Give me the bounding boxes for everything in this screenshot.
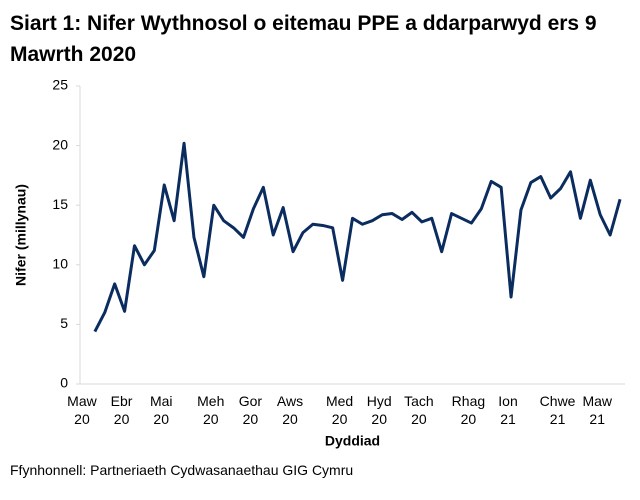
- x-tick-label: Gor 20: [238, 393, 263, 427]
- x-tick-label: Tach 20: [404, 393, 434, 427]
- x-tick-label: Chwe 21: [539, 393, 576, 427]
- x-tick-label: Ion 21: [498, 393, 518, 427]
- source-note: Ffynhonnell: Partneriaeth Cydwasanaethau…: [10, 462, 354, 478]
- x-tick-label: Ebr 20: [110, 393, 133, 427]
- y-tick-label: 5: [60, 315, 68, 331]
- x-tick-label: Maw 21: [582, 393, 612, 427]
- y-tick-label: 20: [52, 136, 68, 152]
- x-tick-label: Maw 20: [67, 393, 97, 427]
- x-tick-label: Aws 20: [276, 393, 304, 427]
- x-tick-label: Med 20: [325, 393, 354, 427]
- x-tick-label: Hyd 20: [366, 393, 392, 427]
- data-line: [93, 141, 622, 333]
- x-axis-title: Dyddiad: [325, 433, 380, 449]
- y-axis-title: Nifer (millynau): [13, 184, 29, 286]
- x-tick-label: Meh 20: [197, 393, 225, 427]
- y-tick-label: 0: [60, 375, 68, 391]
- y-tick-label: 10: [52, 256, 68, 272]
- x-tick-label: Rhag 20: [451, 393, 486, 427]
- y-tick-label: 25: [52, 77, 68, 93]
- chart-title: Siart 1: Nifer Wythnosol o eitemau PPE a…: [10, 12, 597, 66]
- x-tick-label: Mai 20: [149, 393, 173, 427]
- y-tick-label: 15: [52, 196, 68, 212]
